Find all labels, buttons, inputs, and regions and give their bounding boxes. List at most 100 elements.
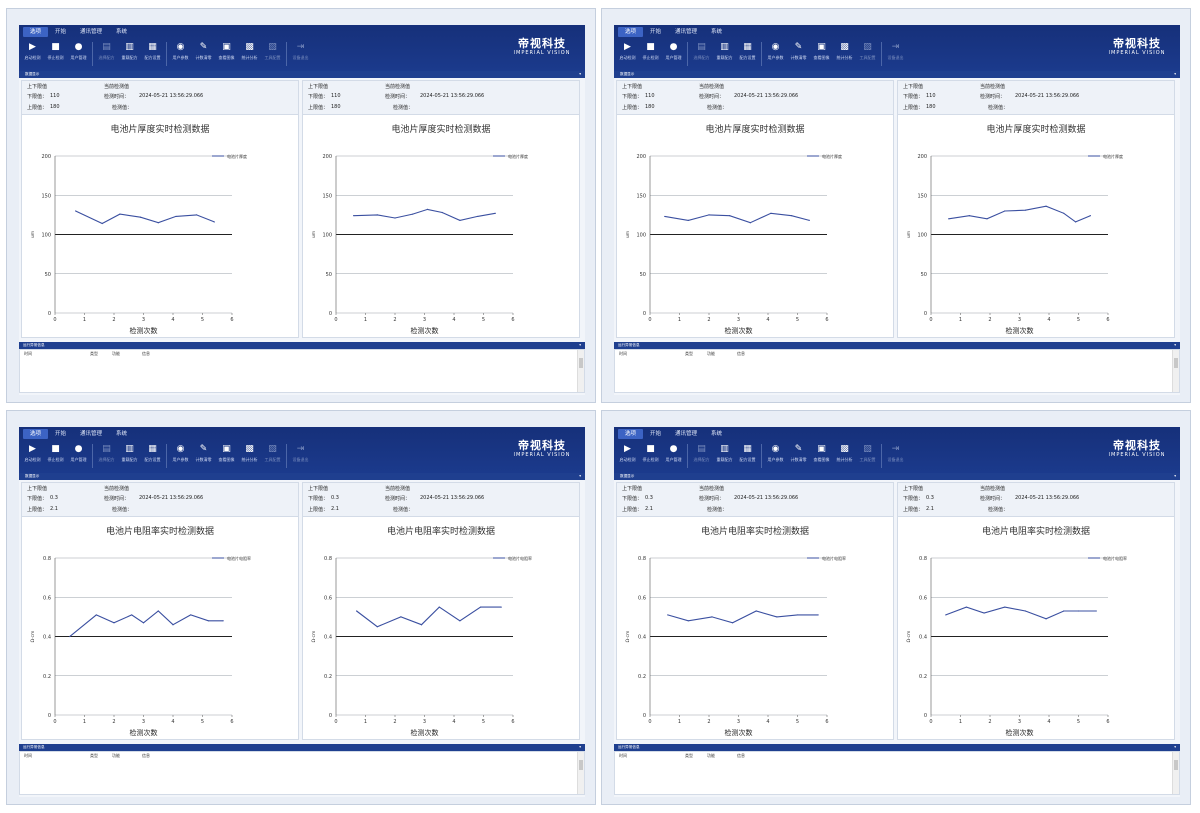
pin-icon[interactable]: ▾ (1174, 71, 1176, 76)
toolbar-button[interactable]: ◉ 用户参数 (169, 441, 192, 471)
toolbar-button[interactable]: ▦ 配方设置 (141, 441, 164, 471)
toolbar-button[interactable]: ■ 停止检测 (44, 39, 67, 69)
toolbar-button[interactable]: ▩ 统计分析 (833, 441, 856, 471)
toolbar-button[interactable]: ▩ 统计分析 (833, 39, 856, 69)
toolbar-button[interactable]: ■ 停止检测 (639, 39, 662, 69)
toolbar-button[interactable]: ▣ 查看图像 (215, 39, 238, 69)
log-column-header[interactable]: 类型 (685, 753, 693, 758)
scroll-thumb[interactable] (1174, 358, 1178, 368)
log-column-header[interactable]: 功能 (112, 753, 120, 758)
toolbar-button[interactable]: ▣ 查看图像 (215, 441, 238, 471)
tab-1[interactable]: 开始 (650, 431, 662, 437)
toolbar-button[interactable]: ● 用户管理 (67, 441, 90, 471)
log-column-header[interactable]: 类型 (90, 753, 98, 758)
log-column-header[interactable]: 信息 (142, 753, 150, 758)
log-column-header[interactable]: 类型 (685, 351, 693, 356)
log-column-header[interactable]: 时间 (24, 351, 32, 356)
toolbar-button[interactable]: ▥ 重载配方 (118, 39, 141, 69)
pin-icon[interactable]: ▾ (579, 342, 581, 347)
toolbar-button[interactable]: ▥ 重载配方 (713, 441, 736, 471)
toolbar-button[interactable]: ■ 停止检测 (639, 441, 662, 471)
toolbar-button[interactable]: ▣ 查看图像 (810, 39, 833, 69)
log-column-header[interactable]: 时间 (24, 753, 32, 758)
tab-1[interactable]: 开始 (55, 29, 67, 35)
pin-icon[interactable]: ▾ (1174, 744, 1176, 749)
toolbar-button[interactable]: ▤ 选择配方 (95, 39, 118, 69)
pin-icon[interactable]: ▾ (1174, 342, 1176, 347)
pin-icon[interactable]: ▾ (579, 71, 581, 76)
log-column-header[interactable]: 信息 (737, 351, 745, 356)
toolbar-button[interactable]: ▧ 工具配置 (261, 441, 284, 471)
toolbar-button[interactable]: ▶ 启动检测 (21, 39, 44, 69)
tab-1[interactable]: 开始 (55, 431, 67, 437)
scroll-thumb[interactable] (579, 358, 583, 368)
pin-icon[interactable]: ▾ (1174, 473, 1176, 478)
toolbar-button[interactable]: ⇥ 设备退出 (884, 39, 907, 69)
tab-2[interactable]: 通讯管理 (675, 431, 698, 437)
pin-icon[interactable]: ▾ (579, 473, 581, 478)
toolbar-button[interactable]: ✎ 计数清零 (192, 441, 215, 471)
toolbar-button[interactable]: ⇥ 设备退出 (289, 441, 312, 471)
toolbar-button[interactable]: ▦ 配方设置 (141, 39, 164, 69)
toolbar-button[interactable]: ▶ 启动检测 (21, 441, 44, 471)
toolbar-button[interactable]: ◉ 用户参数 (764, 39, 787, 69)
tab-3[interactable]: 系统 (116, 29, 128, 35)
log-column-header[interactable]: 功能 (707, 753, 715, 758)
data-point (356, 610, 358, 612)
toolbar-button[interactable]: ▩ 统计分析 (238, 39, 261, 69)
toolbar-button[interactable]: ▣ 查看图像 (810, 441, 833, 471)
legend-label: 电池片电阻率 (822, 555, 846, 561)
scroll-thumb[interactable] (1174, 760, 1178, 770)
log-column-header[interactable]: 信息 (737, 753, 745, 758)
toolbar-button[interactable]: ● 用户管理 (662, 441, 685, 471)
toolbar-button[interactable]: ▦ 配方设置 (736, 441, 759, 471)
log-scrollbar[interactable] (577, 350, 584, 392)
toolbar-button[interactable]: ▧ 工具配置 (856, 441, 879, 471)
toolbar-button[interactable]: ▶ 启动检测 (616, 39, 639, 69)
toolbar-button[interactable]: ▧ 工具配置 (856, 39, 879, 69)
toolbar-button[interactable]: ● 用户管理 (67, 39, 90, 69)
toolbar-button[interactable]: ⇥ 设备退出 (884, 441, 907, 471)
log-column-header[interactable]: 时间 (619, 351, 627, 356)
log-scrollbar[interactable] (577, 752, 584, 794)
toolbar-button[interactable]: ■ 停止检测 (44, 441, 67, 471)
toolbar-button[interactable]: ▤ 选择配方 (690, 441, 713, 471)
app-window: 选项 开始 通讯管理 系统 ▶ 启动检测 ■ 停止检测 ● 用户管理 ▤ 选择配方 ▥ 重载配方 ▦ 配方设置… (601, 410, 1191, 805)
toolbar-button[interactable]: ◉ 用户参数 (169, 39, 192, 69)
log-column-header[interactable]: 类型 (90, 351, 98, 356)
log-column-header[interactable]: 功能 (707, 351, 715, 356)
log-column-header[interactable]: 时间 (619, 753, 627, 758)
scroll-thumb[interactable] (579, 760, 583, 770)
tab-0[interactable]: 选项 (23, 429, 49, 439)
tab-3[interactable]: 系统 (711, 29, 723, 35)
log-scrollbar[interactable] (1172, 752, 1179, 794)
tab-2[interactable]: 通讯管理 (675, 29, 698, 35)
toolbar-button[interactable]: ✎ 计数清零 (192, 39, 215, 69)
log-column-header[interactable]: 信息 (142, 351, 150, 356)
toolbar-button[interactable]: ▥ 重载配方 (118, 441, 141, 471)
toolbar-button[interactable]: ⇥ 设备退出 (289, 39, 312, 69)
log-column-header[interactable]: 功能 (112, 351, 120, 356)
toolbar-button[interactable]: ✎ 计数清零 (787, 441, 810, 471)
tab-1[interactable]: 开始 (650, 29, 662, 35)
toolbar-button[interactable]: ▤ 选择配方 (95, 441, 118, 471)
tab-0[interactable]: 选项 (618, 429, 644, 439)
toolbar-button[interactable]: ◉ 用户参数 (764, 441, 787, 471)
tab-2[interactable]: 通讯管理 (80, 29, 103, 35)
tab-3[interactable]: 系统 (116, 431, 128, 437)
toolbar-button[interactable]: ● 用户管理 (662, 39, 685, 69)
toolbar-button[interactable]: ▩ 统计分析 (238, 441, 261, 471)
log-scrollbar[interactable] (1172, 350, 1179, 392)
tab-3[interactable]: 系统 (711, 431, 723, 437)
toolbar-button[interactable]: ✎ 计数清零 (787, 39, 810, 69)
latest-label: 当前检测值 (980, 486, 1006, 492)
pin-icon[interactable]: ▾ (579, 744, 581, 749)
tab-2[interactable]: 通讯管理 (80, 431, 103, 437)
toolbar-button[interactable]: ▥ 重载配方 (713, 39, 736, 69)
toolbar-button[interactable]: ▤ 选择配方 (690, 39, 713, 69)
tab-0[interactable]: 选项 (618, 27, 644, 37)
toolbar-button[interactable]: ▧ 工具配置 (261, 39, 284, 69)
tab-0[interactable]: 选项 (23, 27, 49, 37)
toolbar-button[interactable]: ▶ 启动检测 (616, 441, 639, 471)
toolbar-button[interactable]: ▦ 配方设置 (736, 39, 759, 69)
